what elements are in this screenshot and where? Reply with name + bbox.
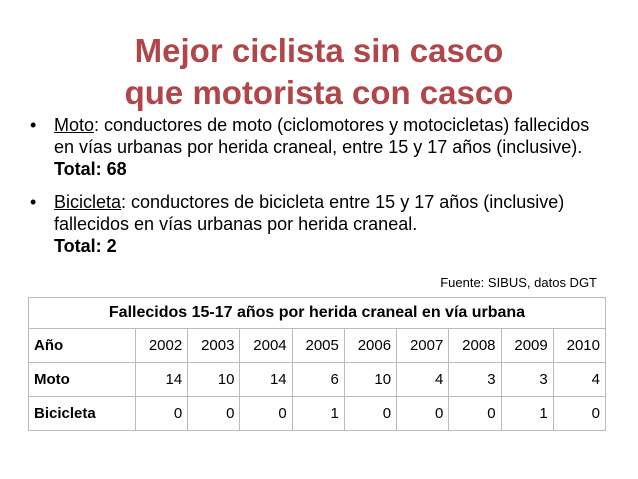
- cell: 10: [343, 362, 398, 397]
- cell: 3: [448, 362, 502, 397]
- cell: 0: [187, 396, 241, 431]
- cell: 2006: [343, 328, 398, 363]
- row-label: Año: [28, 328, 136, 363]
- cell: 0: [134, 396, 189, 431]
- cell: 0: [343, 396, 398, 431]
- table-caption: Fallecidos 15-17 años por herida craneal…: [28, 297, 606, 329]
- table-row: Moto 14 10 14 6 10 4 3 3 4: [28, 362, 607, 397]
- title-line: que motorista con casco: [124, 74, 514, 111]
- cell: 0: [396, 396, 450, 431]
- cell: 1: [291, 396, 345, 431]
- title-line: Mejor ciclista sin casco: [134, 32, 504, 69]
- cell: 3: [500, 362, 554, 397]
- table-row: Año 2002 2003 2004 2005 2006 2007 2008 2009 2010: [28, 328, 607, 363]
- bullet: Moto: conductores de moto (ciclomotores …: [28, 114, 613, 180]
- cell: 14: [239, 362, 293, 397]
- cell: 6: [291, 362, 345, 397]
- cell: 4: [552, 362, 607, 397]
- cell: 4: [396, 362, 450, 397]
- table-row: Bicicleta 0 0 0 1 0 0 0 1 0: [28, 396, 607, 431]
- cell: 14: [134, 362, 189, 397]
- cell: 0: [239, 396, 293, 431]
- cell: 2007: [396, 328, 450, 363]
- bullet: Bicicleta: conductores de bicicleta entr…: [28, 191, 613, 257]
- cell: 2010: [552, 328, 607, 363]
- bullet-text: : conductores de moto (ciclomotores y mo…: [54, 115, 590, 157]
- cell: 1: [500, 396, 554, 431]
- cell: 2003: [187, 328, 241, 363]
- term: Moto: [54, 115, 95, 135]
- row-label: Bicicleta: [28, 396, 136, 431]
- cell: 0: [448, 396, 502, 431]
- bullet-list: Moto: conductores de moto (ciclomotores …: [28, 114, 613, 268]
- cell: 0: [552, 396, 607, 431]
- total: Total: 68: [54, 159, 127, 179]
- cell: 2002: [134, 328, 189, 363]
- cell: 2009: [500, 328, 554, 363]
- row-label: Moto: [28, 362, 136, 397]
- bullet-text: : conductores de bicicleta entre 15 y 17…: [54, 192, 565, 234]
- cell: 2005: [291, 328, 345, 363]
- cell: 2004: [239, 328, 293, 363]
- term: Bicicleta: [54, 192, 122, 212]
- table: Fallecidos 15-17 años por herida craneal…: [28, 297, 607, 431]
- cell: 10: [187, 362, 241, 397]
- source: Fuente: SIBUS, datos DGT: [440, 275, 597, 290]
- cell: 2008: [448, 328, 502, 363]
- total: Total: 2: [54, 236, 117, 256]
